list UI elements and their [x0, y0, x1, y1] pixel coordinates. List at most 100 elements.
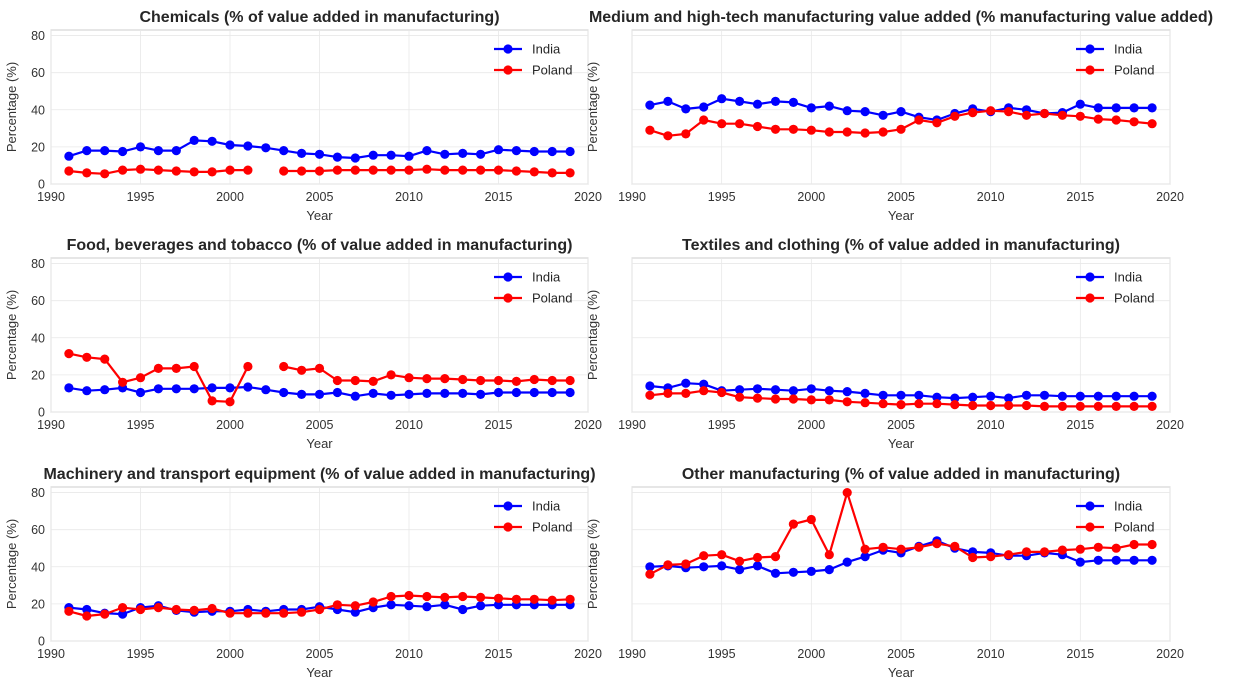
data-point [189, 361, 199, 372]
data-point [663, 96, 673, 106]
legend-marker [1085, 44, 1095, 54]
data-point [824, 395, 834, 405]
y-tick-label: 60 [31, 294, 45, 308]
legend: India Poland [494, 499, 572, 535]
data-point [118, 146, 128, 157]
data-point [261, 608, 271, 618]
data-point [171, 604, 181, 615]
legend-label: India [1114, 499, 1143, 514]
series-india [64, 382, 575, 401]
series-poland [645, 386, 1157, 411]
data-point [1129, 539, 1139, 550]
legend-label: Poland [532, 291, 572, 306]
x-tick-label: 2000 [216, 190, 244, 204]
x-axis-label: Year [306, 208, 333, 223]
data-point [699, 386, 709, 396]
data-point [1111, 391, 1121, 401]
data-point [565, 146, 575, 157]
data-point [82, 146, 92, 156]
data-point [1004, 107, 1014, 117]
data-point [806, 395, 816, 405]
data-point [243, 382, 253, 392]
legend-item-india: India [1076, 499, 1143, 514]
data-point [547, 387, 557, 398]
y-tick-label: 60 [31, 523, 45, 537]
data-point [386, 370, 396, 380]
data-point [440, 592, 450, 603]
data-point [297, 389, 307, 399]
data-point [565, 387, 575, 398]
data-point [1021, 547, 1032, 557]
data-point [565, 168, 575, 178]
x-tick-label: 2005 [887, 647, 915, 661]
data-point [681, 388, 691, 398]
data-point [986, 400, 996, 411]
x-axis-label: Year [306, 436, 333, 451]
x-tick-label: 1995 [127, 190, 155, 204]
data-point [788, 394, 799, 404]
data-point [493, 387, 504, 398]
x-tick-label: 1995 [708, 418, 736, 432]
data-point [842, 387, 852, 397]
data-point [476, 149, 486, 159]
series-poland [645, 106, 1157, 141]
data-point [1057, 110, 1067, 120]
data-point [476, 592, 486, 603]
data-point [950, 541, 960, 552]
data-point [493, 145, 504, 155]
data-point [189, 384, 199, 394]
data-point [529, 167, 539, 177]
x-tick-label: 1995 [708, 647, 736, 661]
legend-item-poland: Poland [1076, 63, 1154, 78]
data-point [386, 165, 396, 175]
data-point [225, 608, 235, 618]
data-point [1147, 539, 1157, 550]
data-point [699, 115, 709, 125]
data-point [645, 100, 655, 110]
data-point [153, 603, 163, 613]
data-point [171, 166, 181, 176]
data-point [100, 354, 110, 364]
series-poland [64, 590, 575, 621]
legend: India Poland [1076, 270, 1154, 306]
data-point [261, 143, 271, 153]
data-point [699, 551, 709, 561]
y-axis-label: Percentage (%) [4, 519, 19, 609]
data-point [878, 390, 888, 400]
data-point [1075, 557, 1085, 567]
chart-panel-6: 1990 1995 2000 2005 2010 2015 2020 Other manufa… [585, 466, 1184, 680]
data-point [1147, 555, 1157, 565]
data-point [896, 400, 906, 410]
data-point [404, 373, 414, 383]
y-axis-label: Percentage (%) [585, 62, 600, 152]
data-point [64, 166, 74, 176]
data-point [1021, 390, 1032, 400]
data-point [511, 594, 521, 604]
data-point [118, 377, 128, 387]
data-point [1039, 390, 1050, 400]
data-point [1075, 401, 1085, 411]
data-point [440, 374, 450, 384]
data-point [225, 140, 235, 150]
legend-label: Poland [532, 520, 572, 535]
data-point [332, 600, 342, 610]
series-poland [64, 349, 575, 407]
data-point [422, 388, 432, 398]
data-point [735, 119, 745, 129]
data-point [950, 393, 960, 403]
data-point [1111, 555, 1121, 565]
grid [631, 258, 1171, 413]
series-poland [64, 164, 575, 179]
x-tick-label: 2000 [797, 190, 825, 204]
data-point [440, 149, 450, 159]
data-point [314, 149, 325, 159]
data-point [788, 519, 799, 529]
data-point [189, 605, 199, 616]
data-point [932, 392, 942, 402]
data-point [896, 390, 906, 400]
x-tick-label: 2020 [1156, 647, 1184, 661]
x-tick-label: 2005 [887, 418, 915, 432]
data-point [279, 387, 289, 398]
data-point [332, 165, 342, 175]
data-point [243, 165, 253, 175]
